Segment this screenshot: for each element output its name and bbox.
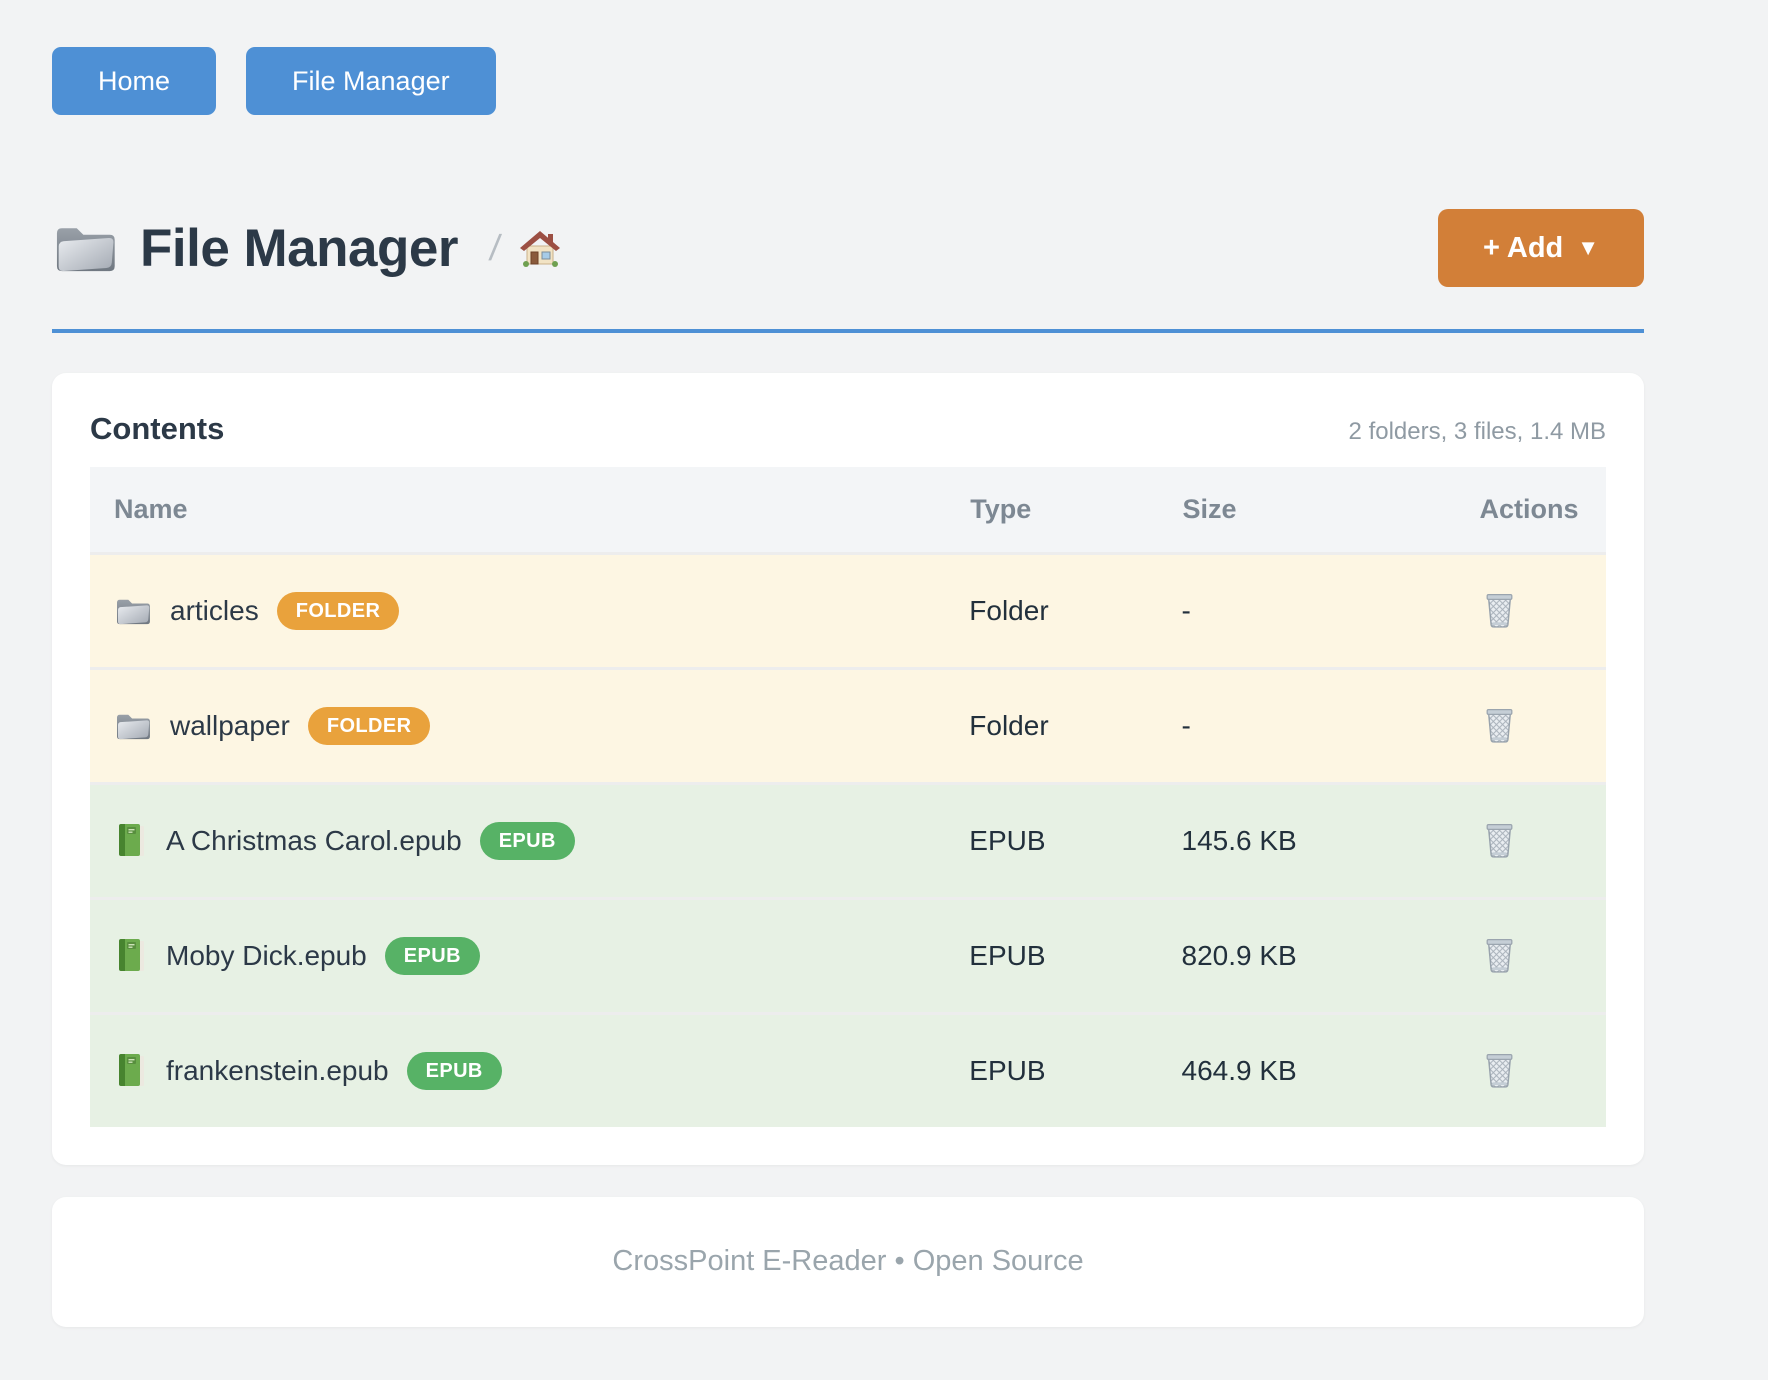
breadcrumb-separator: /: [487, 227, 503, 268]
contents-table: Name Type Size Actions: [90, 467, 1606, 1127]
nav-file-manager-button[interactable]: File Manager: [246, 47, 496, 115]
delete-button[interactable]: [1478, 585, 1521, 635]
row-name-link[interactable]: wallpaper: [170, 709, 290, 741]
top-nav: Home File Manager: [52, 47, 1644, 115]
chevron-down-icon: ▼: [1577, 235, 1600, 260]
folder-icon: [114, 595, 152, 627]
book-icon: [114, 1052, 148, 1090]
trash-icon: [1484, 1053, 1515, 1092]
row-badge: EPUB: [384, 936, 480, 975]
folder-icon: [114, 710, 152, 742]
delete-button[interactable]: [1478, 815, 1521, 865]
contents-card: Contents 2 folders, 3 files, 1.4 MB Name…: [52, 373, 1644, 1165]
row-name-link[interactable]: frankenstein.epub: [166, 1054, 389, 1086]
add-button-label: + Add: [1482, 231, 1564, 264]
table-row: Moby Dick.epub EPUB EPUB 820.9 KB: [90, 898, 1606, 1013]
row-badge: EPUB: [406, 1051, 502, 1090]
book-icon: [114, 822, 148, 860]
table-header-row: Name Type Size Actions: [90, 467, 1606, 553]
trash-icon: [1484, 938, 1515, 977]
column-header-name: Name: [90, 467, 970, 553]
contents-table-body: articles FOLDER Folder -: [90, 553, 1606, 1127]
page: Home File Manager File Manager /: [52, 47, 1644, 1327]
table-row: frankenstein.epub EPUB EPUB 464.9 KB: [90, 1013, 1606, 1127]
page-title: File Manager: [140, 218, 458, 278]
house-icon: [518, 231, 562, 271]
row-size: 145.6 KB: [1181, 824, 1297, 856]
table-row: articles FOLDER Folder -: [90, 553, 1606, 668]
row-name-link[interactable]: Moby Dick.epub: [166, 939, 367, 971]
row-type: EPUB: [969, 824, 1046, 856]
row-type: EPUB: [969, 1054, 1046, 1086]
contents-heading: Contents: [90, 411, 225, 446]
delete-button[interactable]: [1478, 700, 1521, 750]
column-header-size: Size: [1181, 467, 1470, 553]
row-name-link[interactable]: articles: [170, 594, 259, 626]
title-divider: [52, 329, 1644, 333]
footer-text: CrossPoint E-Reader • Open Source: [612, 1245, 1084, 1277]
footer-card: CrossPoint E-Reader • Open Source: [52, 1196, 1644, 1327]
column-header-actions: Actions: [1469, 467, 1606, 553]
nav-home-button[interactable]: Home: [52, 47, 217, 115]
book-icon: [114, 937, 148, 975]
row-size: 464.9 KB: [1181, 1054, 1297, 1086]
trash-icon: [1484, 593, 1515, 632]
page-title-folder-icon: [52, 219, 118, 277]
column-header-type: Type: [969, 467, 1182, 553]
title-row: File Manager / + Add ▼: [52, 201, 1644, 295]
row-size: -: [1181, 594, 1191, 626]
row-badge: EPUB: [479, 821, 575, 860]
row-type: Folder: [969, 594, 1049, 626]
table-row: wallpaper FOLDER Folder -: [90, 668, 1606, 783]
delete-button[interactable]: [1478, 930, 1521, 980]
breadcrumb-home-link[interactable]: [518, 228, 562, 268]
contents-summary: 2 folders, 3 files, 1.4 MB: [1348, 418, 1606, 445]
row-badge: FOLDER: [307, 706, 431, 745]
row-size: -: [1181, 709, 1191, 741]
add-button[interactable]: + Add ▼: [1438, 209, 1644, 287]
row-size: 820.9 KB: [1181, 939, 1297, 971]
trash-icon: [1484, 708, 1515, 747]
table-row: A Christmas Carol.epub EPUB EPUB 145.6 K…: [90, 783, 1606, 898]
row-badge: FOLDER: [276, 591, 400, 630]
trash-icon: [1484, 823, 1515, 862]
row-type: EPUB: [969, 939, 1046, 971]
row-name-link[interactable]: A Christmas Carol.epub: [166, 824, 462, 856]
row-type: Folder: [969, 709, 1049, 741]
delete-button[interactable]: [1478, 1045, 1521, 1095]
